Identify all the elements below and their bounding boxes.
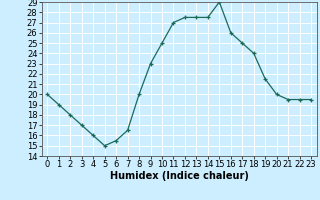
X-axis label: Humidex (Indice chaleur): Humidex (Indice chaleur) — [110, 171, 249, 181]
